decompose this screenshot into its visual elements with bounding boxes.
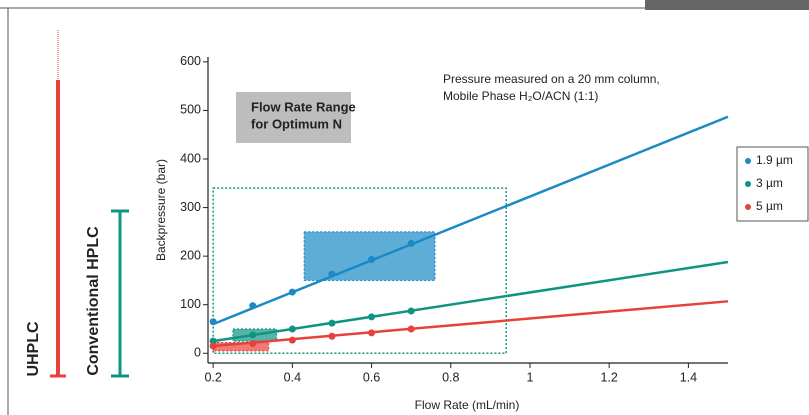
optimum-box xyxy=(236,92,351,143)
region xyxy=(212,342,270,352)
y-axis-label: Backpressure (bar) xyxy=(154,159,168,261)
y-tick-label: 200 xyxy=(180,248,201,262)
data-point xyxy=(288,288,296,296)
x-axis-label: Flow Rate (mL/min) xyxy=(415,398,520,412)
fit-line xyxy=(212,260,729,343)
data-point xyxy=(328,319,336,327)
data-point xyxy=(328,332,336,340)
x-tick-label: 1.4 xyxy=(680,370,697,384)
legend-label: 3 µm xyxy=(756,176,783,190)
x-tick-label: 0.8 xyxy=(442,370,459,384)
legend-swatch xyxy=(745,181,751,187)
y-tick-label: 300 xyxy=(180,200,201,214)
note: Pressure measured on a 20 mm column, xyxy=(443,72,660,86)
frame xyxy=(0,7,645,415)
data-point xyxy=(368,329,376,337)
y-tick-label: 100 xyxy=(180,297,201,311)
fit-line xyxy=(213,300,729,348)
fit-line xyxy=(212,115,729,326)
legend-swatch xyxy=(745,204,751,210)
y-tick-label: 400 xyxy=(180,151,201,165)
data-point xyxy=(328,270,336,278)
data-point xyxy=(209,337,217,345)
x-tick-label: 1 xyxy=(527,370,534,384)
y-tick-label: 0 xyxy=(194,346,201,360)
legend-label: 5 µm xyxy=(756,199,783,213)
data-point xyxy=(368,256,376,264)
data-point xyxy=(407,240,415,248)
data-point xyxy=(249,340,257,348)
note: Mobile Phase H₂O/ACN (1:1) xyxy=(443,89,598,103)
data-point xyxy=(407,325,415,333)
data-point xyxy=(249,331,257,339)
plot-area: 0 100 200 300 400 500 600 0.2 0.4 0.6 0.8 1 1.2 1.4 xyxy=(180,54,729,384)
data-point xyxy=(209,342,217,350)
optimum-box-label: Flow Rate Range xyxy=(251,99,356,114)
y-tick-label: 600 xyxy=(180,54,201,68)
data-point xyxy=(288,325,296,333)
x-tick-label: 1.2 xyxy=(600,370,617,384)
conventional-label: Conventional HPLC xyxy=(85,226,102,376)
data-point xyxy=(368,313,376,321)
data-point xyxy=(288,336,296,344)
x-tick-label: 0.4 xyxy=(284,370,301,384)
optimum-box-label: for Optimum N xyxy=(251,116,342,131)
region xyxy=(303,231,436,282)
legend-label: 1.9 µm xyxy=(756,153,793,167)
data-point xyxy=(249,302,257,310)
y-tick-label: 500 xyxy=(180,103,201,117)
x-tick-label: 0.2 xyxy=(204,370,221,384)
uhplc-label: UHPLC xyxy=(25,321,42,377)
header-tab xyxy=(645,0,809,10)
data-point xyxy=(407,307,415,315)
x-tick-label: 0.6 xyxy=(363,370,380,384)
data-point xyxy=(209,318,217,326)
region xyxy=(212,187,507,355)
legend-swatch xyxy=(745,158,751,164)
